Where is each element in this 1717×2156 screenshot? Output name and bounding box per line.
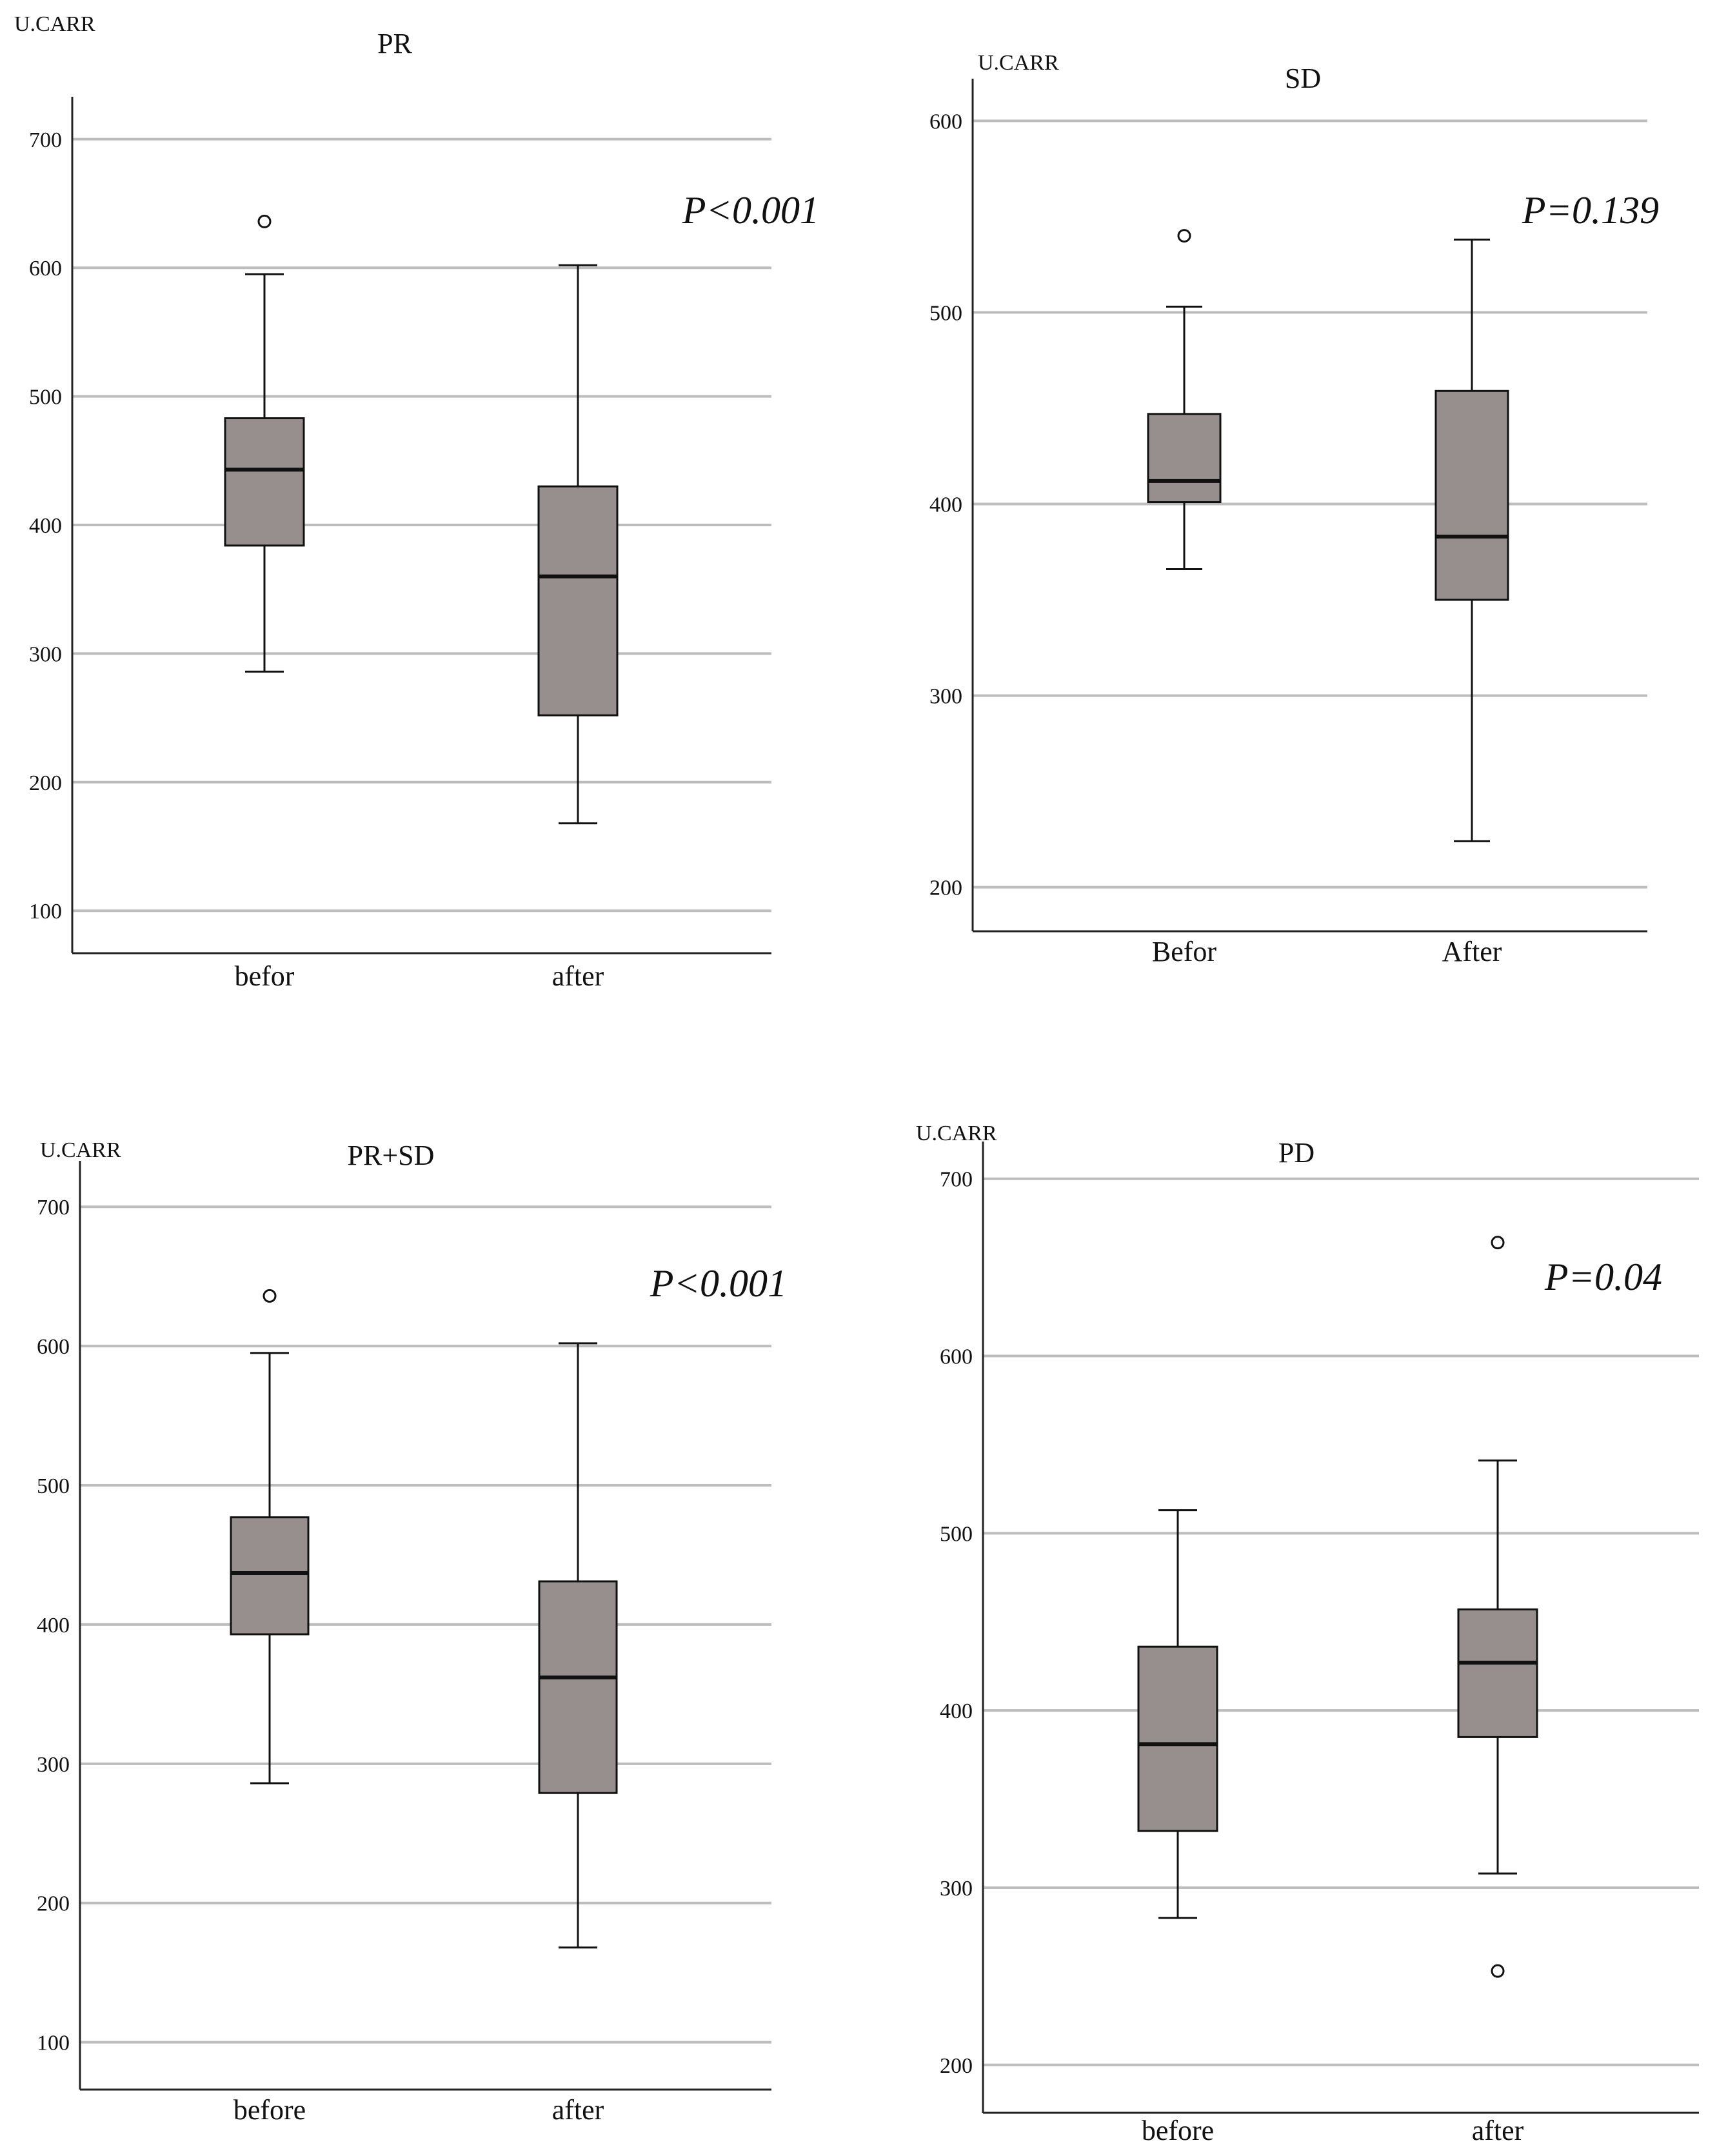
pd-iqr-box	[1137, 1645, 1218, 1832]
pr-ytick-label: 300	[29, 642, 62, 666]
pd-ytick-label: 600	[940, 1345, 973, 1369]
prsd-pvalue: P<0.001	[650, 1262, 787, 1305]
prsd-ytick-label: 500	[37, 1474, 70, 1498]
prsd-iqr-box	[230, 1516, 310, 1636]
sd-ytick-label: 200	[929, 876, 962, 900]
pr-title: PR	[377, 28, 412, 59]
pd-category-label: before	[1142, 2115, 1214, 2146]
prsd-ytick-label: 300	[37, 1753, 70, 1777]
prsd-box-before	[230, 1289, 310, 1785]
sd-category-label: After	[1442, 936, 1502, 967]
sd-category-label: Befor	[1152, 936, 1217, 967]
sd-ytick-label: 400	[929, 493, 962, 517]
pd-ylabel: U.CARR	[916, 1122, 997, 1145]
pd-ytick-label: 500	[940, 1522, 973, 1546]
pd-iqr-box	[1457, 1608, 1538, 1738]
pr-ytick-label: 200	[29, 771, 62, 795]
pd-ytick-label: 700	[940, 1168, 973, 1192]
prsd-outlier-point	[263, 1289, 277, 1303]
pr-pvalue: P<0.001	[682, 189, 819, 232]
sd-iqr-box	[1147, 413, 1222, 504]
pr-category-label: befor	[235, 960, 295, 992]
sd-box-befor	[1147, 229, 1222, 571]
pr-box-befor	[224, 214, 305, 673]
prsd-ylabel: U.CARR	[40, 1138, 121, 1162]
prsd-ytick-label: 600	[37, 1335, 70, 1359]
sd-ytick-label: 300	[929, 685, 962, 709]
sd-box-after	[1434, 239, 1509, 842]
chart-pr: U.CARR PR P<0.001 100 200 300 400 500 600 700 b…	[14, 12, 819, 992]
chart-prsd: U.CARR PR+SD P<0.001 100 200 300 400 500 600 7…	[37, 1138, 787, 2126]
pr-iqr-box	[537, 485, 619, 717]
prsd-box-after	[538, 1342, 618, 1949]
sd-pvalue: P=0.139	[1522, 189, 1659, 232]
prsd-ytick-label: 700	[37, 1196, 70, 1220]
prsd-ytick-label: 100	[37, 2032, 70, 2055]
pd-category-label: after	[1472, 2115, 1524, 2146]
pd-box-before	[1137, 1509, 1218, 1919]
pr-outlier-point	[257, 214, 272, 228]
sd-iqr-box	[1434, 390, 1509, 601]
sd-outlier-point	[1177, 229, 1191, 243]
sd-ytick-label: 600	[929, 110, 962, 134]
sd-title: SD	[1285, 63, 1321, 94]
pr-ylabel: U.CARR	[14, 12, 95, 36]
sd-ylabel: U.CARR	[978, 51, 1059, 75]
prsd-ytick-label: 200	[37, 1892, 70, 1916]
pd-ytick-label: 300	[940, 1877, 973, 1901]
pr-ytick-label: 100	[29, 900, 62, 924]
sd-ytick-label: 500	[929, 301, 962, 325]
chart-sd: U.CARR SD P=0.139 200 300 400 500 600 Befor Af…	[929, 51, 1659, 967]
pd-pvalue: P=0.04	[1544, 1256, 1662, 1298]
pr-ytick-label: 500	[29, 386, 62, 410]
pd-title: PD	[1278, 1137, 1315, 1169]
chart-pd: U.CARR PD P=0.04 200 300 400 500 600 700 befor…	[916, 1122, 1699, 2146]
pd-outlier-point	[1491, 1236, 1505, 1250]
prsd-iqr-box	[538, 1580, 618, 1794]
pd-box-after	[1457, 1236, 1538, 1978]
prsd-title: PR+SD	[348, 1140, 435, 1171]
prsd-category-label: before	[233, 2094, 306, 2126]
pr-iqr-box	[224, 417, 305, 547]
pr-ytick-label: 700	[29, 128, 62, 152]
pr-ytick-label: 400	[29, 514, 62, 538]
prsd-category-label: after	[552, 2094, 604, 2126]
pd-ytick-label: 400	[940, 1699, 973, 1723]
pd-outlier-point	[1491, 1964, 1505, 1978]
pr-ytick-label: 600	[29, 257, 62, 281]
pr-category-label: after	[552, 960, 604, 992]
pr-box-after	[537, 264, 619, 825]
prsd-ytick-label: 400	[37, 1614, 70, 1637]
pd-ytick-label: 200	[940, 2054, 973, 2078]
